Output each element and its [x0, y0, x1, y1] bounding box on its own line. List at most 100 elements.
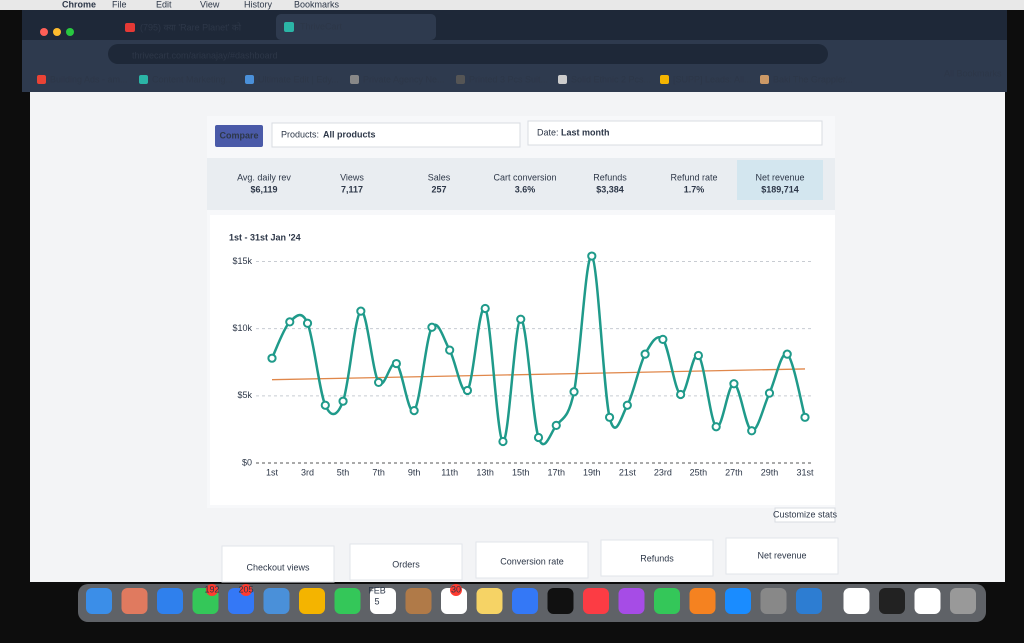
point[interactable]	[640, 349, 650, 359]
point[interactable]	[587, 251, 597, 261]
products-dropdown[interactable]	[271, 122, 521, 148]
tab-title[interactable]: ThriveCart	[300, 21, 343, 31]
card-title: Conversion rate	[500, 556, 564, 566]
bookmark-icon	[37, 75, 46, 84]
dock-icon[interactable]	[86, 588, 112, 614]
dock-icon[interactable]	[299, 588, 325, 614]
x-tick-label: 21st	[619, 467, 637, 477]
point[interactable]	[747, 426, 757, 436]
point[interactable]	[800, 412, 810, 422]
dock-icon[interactable]	[263, 588, 290, 614]
dock-icon[interactable]	[441, 588, 467, 614]
menu-item[interactable]: File	[112, 0, 127, 9]
dock-icon[interactable]	[547, 588, 574, 614]
point[interactable]	[569, 387, 579, 397]
url-text[interactable]: thrivecart.com/arianajay/#dashboard	[132, 50, 278, 60]
point[interactable]	[676, 389, 686, 400]
point[interactable]	[391, 358, 401, 369]
min-dot[interactable]	[53, 28, 61, 36]
dock-icon[interactable]	[334, 588, 361, 614]
stat-card[interactable]	[725, 537, 839, 575]
point[interactable]	[498, 436, 508, 447]
dock-icon[interactable]	[157, 588, 183, 614]
point[interactable]	[658, 334, 668, 344]
point[interactable]	[445, 345, 455, 355]
dock-icon[interactable]	[405, 588, 432, 614]
menu-item[interactable]: Edit	[156, 0, 172, 9]
point[interactable]	[693, 350, 704, 361]
point[interactable]	[782, 349, 792, 359]
stat-card[interactable]	[221, 545, 335, 583]
point[interactable]	[409, 405, 419, 416]
dock-icon[interactable]	[689, 588, 716, 614]
dock-icon[interactable]	[618, 588, 645, 614]
bookmark[interactable]: Building Ads - am...	[50, 74, 128, 84]
point[interactable]	[551, 420, 561, 430]
stat-card[interactable]	[349, 543, 463, 581]
point[interactable]	[374, 377, 384, 387]
bookmark[interactable]: Content Marketing...	[152, 74, 233, 84]
dock-icon[interactable]	[370, 588, 396, 614]
point[interactable]	[533, 432, 544, 443]
point[interactable]	[622, 400, 632, 410]
point[interactable]	[764, 388, 775, 398]
max-dot[interactable]	[66, 28, 74, 36]
dock-icon[interactable]	[914, 588, 941, 614]
url-field[interactable]	[108, 44, 828, 64]
customize-label[interactable]: Customize stats	[773, 509, 838, 519]
point[interactable]	[480, 303, 490, 314]
dock-icon[interactable]	[654, 588, 680, 614]
compare-button[interactable]	[215, 125, 263, 147]
bookmark[interactable]: Private Agency Ne...	[363, 74, 445, 84]
filter-label: Date:	[537, 127, 559, 137]
calendar-day: 5	[374, 596, 379, 606]
dock-icon[interactable]	[512, 588, 538, 614]
dock-icon[interactable]	[843, 588, 870, 614]
dock-icon[interactable]	[476, 588, 503, 614]
stat-card[interactable]	[600, 539, 714, 577]
dock-icon[interactable]	[796, 588, 822, 614]
menu-item[interactable]: Chrome	[62, 0, 96, 9]
bookmark[interactable]: Baki The Grappler...	[773, 74, 853, 84]
point[interactable]	[516, 314, 526, 324]
x-tick-label: 23rd	[654, 467, 672, 477]
bookmark-icon	[660, 75, 669, 84]
dock-icon[interactable]	[760, 588, 787, 614]
menu-item[interactable]: View	[200, 0, 220, 9]
x-tick-label: 15th	[512, 467, 530, 477]
dock-icon[interactable]	[725, 588, 751, 614]
point[interactable]	[711, 422, 721, 432]
bookmark[interactable]: Ultimate Edit | Edy...	[258, 74, 339, 84]
y-tick-label: $0	[242, 457, 252, 467]
dock-icon[interactable]	[879, 588, 905, 614]
point[interactable]	[462, 385, 473, 396]
bookmark[interactable]: All Bookmarks	[944, 68, 1002, 78]
point[interactable]	[320, 400, 330, 410]
compare-label[interactable]: Compare	[219, 130, 258, 140]
bookmark[interactable]: Printed 3 Pcs Suit...	[469, 74, 548, 84]
bookmark[interactable]: Solid Ethnic 2 Pcs...	[571, 74, 651, 84]
point[interactable]	[267, 353, 277, 363]
point[interactable]	[338, 396, 348, 406]
menu-item[interactable]: History	[244, 0, 273, 9]
point[interactable]	[604, 412, 615, 422]
point[interactable]	[302, 318, 313, 328]
dock-icon[interactable]	[583, 588, 609, 614]
customize-button[interactable]	[774, 507, 836, 523]
dock-icon[interactable]	[950, 588, 976, 614]
bookmark[interactable]: [SUPP] Leads: All...	[673, 74, 752, 84]
dock-icon[interactable]	[121, 588, 148, 614]
point[interactable]	[729, 379, 739, 389]
point[interactable]	[427, 322, 437, 332]
date-dropdown[interactable]	[527, 120, 823, 146]
stat-label: Refunds	[593, 172, 627, 182]
point[interactable]	[285, 317, 295, 327]
active-tab[interactable]	[276, 14, 436, 40]
tab-title[interactable]: (795) क्या 'Rare Planet' को	[140, 21, 242, 32]
x-tick-label: 5th	[337, 467, 350, 477]
menu-item[interactable]: Bookmarks	[294, 0, 340, 9]
close-dot[interactable]	[40, 28, 48, 36]
stat-card[interactable]	[475, 541, 589, 579]
point[interactable]	[356, 306, 366, 316]
